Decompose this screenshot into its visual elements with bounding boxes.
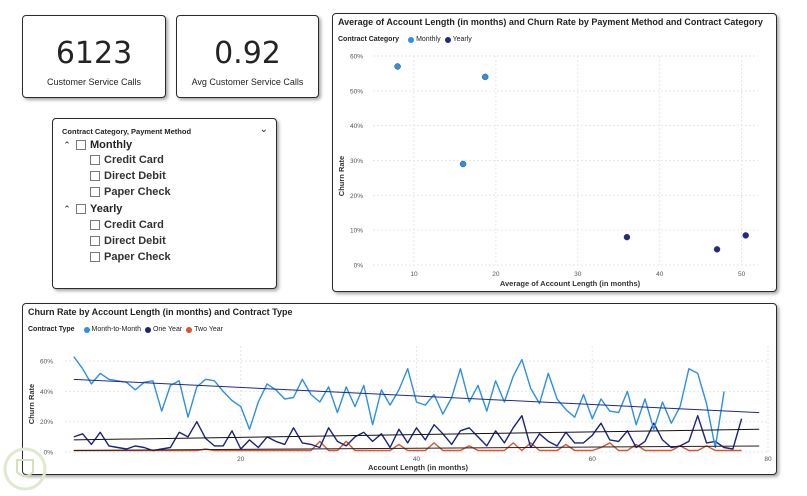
slicer-group-label: Yearly (90, 203, 123, 215)
slicer-item-monthly-direct-debit[interactable]: Direct Debit (90, 169, 166, 183)
checkbox[interactable] (76, 140, 86, 150)
scatter-plot: Churn Rate Average of Account Length (in… (337, 54, 758, 288)
kpi-label: Avg Customer Service Calls (191, 77, 304, 87)
x-tick-label: 10 (410, 271, 418, 278)
y-tick-label: 20% (40, 419, 53, 426)
slicer-item-yearly-direct-debit[interactable]: Direct Debit (90, 234, 166, 248)
legend-label-one-year[interactable]: One Year (152, 326, 183, 333)
scatter-point-yearly (742, 232, 749, 239)
x-axis-label: Average of Account Length (in months) (500, 279, 641, 288)
slicer-item-label: Direct Debit (104, 170, 166, 182)
kpi-value: 0.92 (214, 36, 281, 71)
legend-marker-yearly (444, 36, 451, 43)
scatter-point-yearly (713, 246, 721, 253)
slicer-item-label: Direct Debit (104, 235, 166, 247)
y-tick-label: 40% (350, 123, 363, 130)
legend-marker-two-year (186, 326, 193, 333)
chart-legend: Contract Type Month-to-Month One Year Tw… (28, 326, 223, 333)
legend-marker-one-year (144, 326, 151, 333)
chevron-down-icon[interactable]: ⌄ (259, 124, 268, 135)
checkbox[interactable] (90, 252, 100, 262)
y-tick-label: 40% (40, 389, 53, 396)
series-line-two-year (73, 440, 742, 452)
x-tick-label: 40 (656, 271, 664, 278)
checkbox[interactable] (90, 236, 100, 246)
kpi-card-avg-customer-service-calls[interactable]: 0.92 Avg Customer Service Calls (176, 15, 319, 98)
legend-label-month-to-month[interactable]: Month-to-Month (91, 326, 141, 333)
scatter-point-yearly (623, 233, 631, 241)
y-tick-label: 20% (350, 193, 363, 200)
slicer-item-yearly-credit-card[interactable]: Credit Card (90, 218, 164, 232)
checkbox[interactable] (90, 187, 100, 197)
y-axis-label: Churn Rate (27, 384, 36, 424)
x-tick-label: 20 (492, 271, 500, 278)
slicer-item-monthly-credit-card[interactable]: Credit Card (90, 153, 164, 167)
series-line-one-year (73, 414, 743, 452)
legend-title: Contract Type (28, 326, 75, 333)
trend-line-two-year (73, 445, 760, 451)
x-tick-label: 50 (738, 271, 746, 278)
x-tick-label: 20 (237, 456, 245, 463)
checkbox[interactable] (76, 204, 86, 214)
slicer-item-yearly-paper-check[interactable]: Paper Check (90, 250, 171, 264)
x-tick-label: 80 (764, 456, 772, 463)
y-axis-label: Churn Rate (337, 156, 346, 196)
scatter-chart-card[interactable]: Average of Account Length (in months) an… (332, 13, 777, 292)
legend-label-monthly[interactable]: Monthly (416, 36, 441, 43)
slicer-header: Contract Category, Payment Method (62, 127, 192, 136)
kpi-value: 6123 (55, 36, 133, 71)
chevron-up-icon[interactable]: ⌃ (63, 139, 71, 150)
chart-title: Average of Account Length (in months) an… (338, 17, 763, 27)
y-tick-label: 0% (44, 450, 54, 457)
contract-payment-slicer[interactable]: Contract Category, Payment Method ⌄ ⌃ Mo… (52, 118, 277, 289)
chart-title: Churn Rate by Account Length (in months)… (28, 307, 293, 317)
y-tick-label: 60% (350, 54, 363, 61)
line-chart-card[interactable]: Churn Rate by Account Length (in months)… (22, 303, 777, 475)
legend-marker-month-to-month (83, 326, 90, 333)
y-tick-label: 50% (350, 88, 363, 95)
chart-legend: Contract Category Monthly Yearly (338, 36, 472, 43)
x-axis-label: Account Length (in months) (368, 463, 468, 472)
y-tick-label: 10% (350, 228, 363, 235)
y-tick-label: 30% (350, 158, 363, 165)
kpi-card-customer-service-calls[interactable]: 6123 Customer Service Calls (22, 15, 166, 98)
line-plot: Churn Rate Account Length (in months) 0%… (27, 346, 772, 472)
legend-label-yearly[interactable]: Yearly (452, 36, 472, 43)
legend-marker-monthly (408, 36, 415, 43)
checkbox[interactable] (90, 155, 100, 165)
slicer-item-label: Paper Check (104, 251, 171, 263)
chevron-up-icon[interactable]: ⌃ (63, 203, 71, 214)
y-tick-label: 60% (40, 359, 53, 366)
kpi-label: Customer Service Calls (46, 77, 142, 87)
checkbox[interactable] (90, 220, 100, 230)
x-tick-label: 30 (574, 271, 582, 278)
trend-line-one-year (73, 428, 760, 441)
slicer-item-label: Credit Card (104, 154, 164, 166)
x-tick-label: 40 (413, 456, 421, 463)
slicer-group-label: Monthly (90, 139, 133, 151)
trend-line-month-to-month (73, 378, 760, 414)
legend-title: Contract Category (338, 36, 400, 43)
scatter-point-monthly (394, 63, 401, 70)
scatter-point-monthly (482, 73, 489, 81)
slicer-item-label: Credit Card (104, 219, 164, 231)
slicer-group-yearly[interactable]: ⌃ Yearly (62, 202, 122, 216)
scatter-point-monthly (459, 160, 467, 168)
slicer-group-monthly[interactable]: ⌃ Monthly (62, 138, 132, 152)
y-tick-label: 0% (354, 263, 364, 270)
slicer-item-monthly-paper-check[interactable]: Paper Check (90, 185, 171, 199)
x-tick-label: 60 (589, 456, 597, 463)
slicer-item-label: Paper Check (104, 186, 171, 198)
series-line-month-to-month (73, 356, 725, 449)
legend-label-two-year[interactable]: Two Year (194, 326, 223, 333)
checkbox[interactable] (90, 171, 100, 181)
watermark-logo-icon (3, 447, 47, 491)
